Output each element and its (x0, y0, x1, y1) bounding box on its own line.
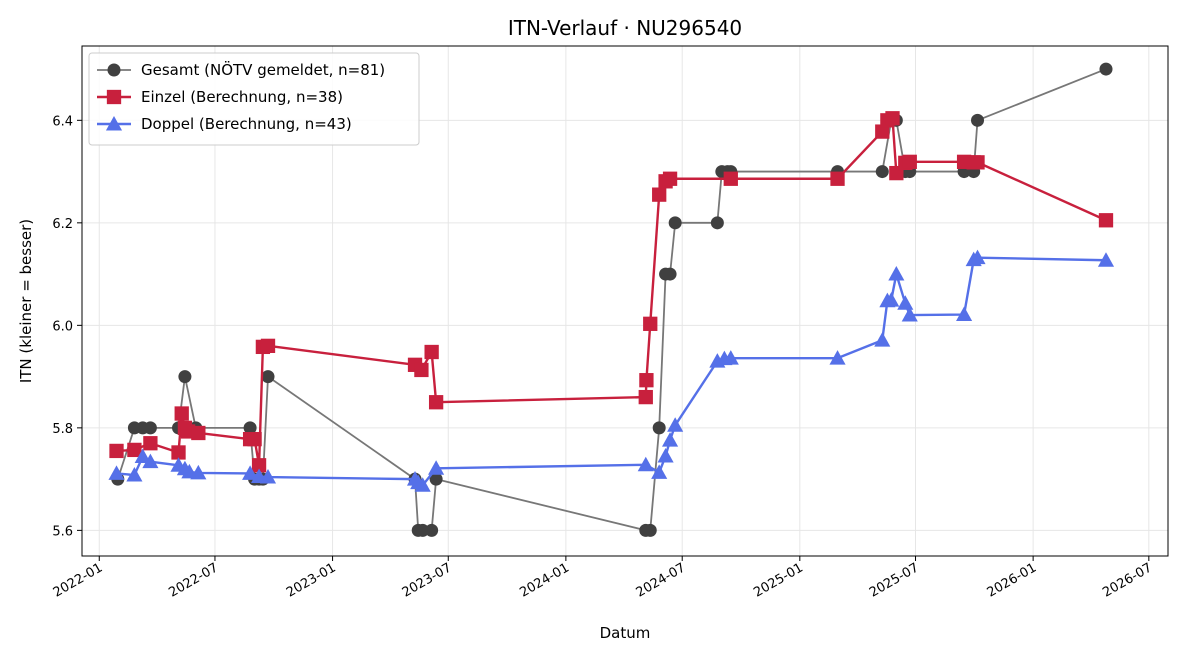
y-tick-label: 5.8 (52, 422, 73, 437)
y-tick-label: 6.0 (52, 319, 73, 334)
data-point (1098, 213, 1114, 228)
data-point (723, 171, 738, 186)
data-point (651, 464, 668, 479)
data-point (902, 154, 917, 169)
data-point (897, 295, 914, 310)
data-point (722, 350, 739, 365)
data-point (874, 332, 891, 347)
series-line (116, 117, 1107, 467)
chart-title: ITN-Verlauf · NU296540 (508, 16, 742, 40)
y-tick-label: 6.4 (52, 114, 73, 129)
data-point (875, 165, 889, 179)
data-point (414, 477, 431, 492)
data-point (428, 460, 445, 475)
data-point (108, 465, 125, 480)
data-point (971, 113, 985, 127)
y-axis-label: ITN (kleiner = besser) (17, 219, 35, 383)
data-point (190, 464, 207, 480)
data-point (883, 292, 900, 307)
series-square (109, 111, 1114, 473)
legend-label: Doppel (Berechnung, n=43) (141, 115, 352, 133)
legend-label: Einzel (Berechnung, n=38) (141, 88, 343, 106)
x-tick-label: 2026-01 (985, 560, 1040, 600)
x-tick-label: 2023-07 (400, 560, 455, 600)
data-point (243, 421, 257, 435)
data-point (260, 338, 276, 353)
x-tick-label: 2024-01 (517, 560, 572, 600)
x-tick-label: 2022-07 (166, 560, 221, 600)
data-point (178, 370, 192, 384)
data-point (829, 350, 846, 365)
series-layer (108, 62, 1115, 537)
data-point (126, 466, 143, 482)
x-tick-label: 2022-01 (51, 560, 106, 600)
data-point (638, 389, 653, 405)
data-point (247, 431, 262, 447)
data-point (134, 448, 151, 464)
data-point (424, 344, 439, 360)
data-point (142, 453, 159, 469)
data-point (969, 249, 986, 265)
x-tick-label: 2025-01 (751, 560, 806, 600)
data-point (429, 472, 443, 486)
data-point (171, 445, 186, 460)
data-point (662, 171, 678, 186)
data-point (875, 124, 890, 139)
data-point (901, 307, 918, 322)
data-point (414, 362, 429, 378)
data-point (710, 216, 724, 230)
data-point (174, 406, 189, 421)
x-tick-label: 2025-07 (867, 560, 922, 600)
data-point (639, 373, 654, 388)
data-point (830, 171, 845, 186)
data-point (637, 456, 654, 472)
data-point (657, 447, 674, 463)
ticks: 2022-01 2022-07 2023-01 2023-07 2024-01 2024-… (51, 114, 1155, 600)
data-point (667, 417, 684, 432)
plot-frame (81, 45, 1169, 557)
data-point (652, 421, 666, 435)
data-point (109, 443, 124, 459)
legend-marker (107, 63, 121, 77)
data-point (259, 469, 277, 484)
data-point (888, 266, 905, 281)
x-axis-label: Datum (600, 624, 651, 642)
data-point (885, 111, 900, 126)
data-point (668, 216, 682, 230)
data-point (1099, 62, 1113, 76)
data-point (191, 425, 206, 441)
grid (82, 46, 1168, 556)
data-point (1097, 252, 1115, 267)
data-point (663, 267, 677, 281)
data-point (652, 187, 667, 202)
data-point (428, 395, 444, 410)
data-point (956, 306, 973, 322)
data-point (242, 465, 259, 480)
data-point (662, 432, 679, 447)
legend-box (88, 52, 420, 146)
data-point (970, 155, 985, 170)
data-point (643, 316, 658, 331)
data-point (143, 421, 157, 435)
data-point (143, 436, 158, 451)
legend-marker (106, 89, 122, 105)
series-triangle (108, 249, 1115, 492)
data-point (251, 458, 267, 473)
y-tick-label: 5.6 (52, 524, 73, 539)
data-point (416, 523, 430, 537)
data-point (127, 442, 142, 458)
y-tick-label: 6.2 (52, 217, 73, 232)
x-tick-label: 2024-07 (634, 560, 689, 600)
x-tick-label: 2026-07 (1100, 560, 1155, 600)
x-tick-label: 2023-01 (284, 560, 339, 600)
data-point (643, 523, 657, 537)
legend-marker (105, 115, 123, 131)
data-point (425, 523, 439, 537)
data-point (261, 370, 275, 384)
legend: Gesamt (NÖTV gemeldet, n=81) Einzel (Bere… (88, 52, 420, 146)
legend-label: Gesamt (NÖTV gemeldet, n=81) (141, 60, 385, 79)
